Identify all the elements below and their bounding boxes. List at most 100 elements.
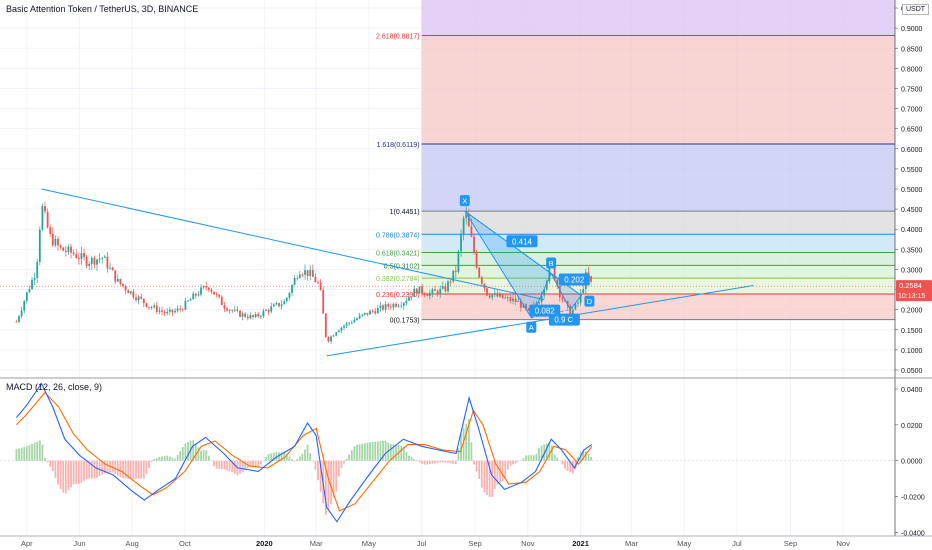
trendline[interactable] <box>326 285 754 357</box>
candle-body <box>106 256 109 269</box>
signal-line <box>16 391 593 512</box>
pattern-point-label: D <box>587 297 593 306</box>
candle-body <box>517 300 520 302</box>
candle-body <box>319 282 322 290</box>
candle-body <box>272 304 275 307</box>
candle-body <box>176 308 179 311</box>
candle-body <box>122 283 124 287</box>
candle-body <box>179 308 182 310</box>
macd-histogram-bar <box>38 440 41 461</box>
candle-body <box>145 303 148 307</box>
pattern-point-box <box>546 257 557 269</box>
macd-histogram-bar <box>525 455 527 461</box>
candle-body <box>41 206 44 230</box>
candle-body <box>197 294 200 296</box>
macd-histogram-bar <box>176 455 179 461</box>
macd-histogram-bar <box>77 460 80 484</box>
candle-body <box>423 293 426 296</box>
y-tick-label: 0.5500 <box>901 167 923 174</box>
macd-histogram-bar <box>480 460 483 488</box>
candle-body <box>574 303 577 310</box>
macd-histogram-bar <box>441 460 444 463</box>
candle-body <box>158 310 161 312</box>
macd-histogram-bar <box>340 460 343 469</box>
candle-body <box>210 289 213 292</box>
candle-body <box>283 301 286 305</box>
macd-histogram-bar <box>475 460 478 472</box>
candle-body <box>514 298 517 302</box>
macd-histogram-bar <box>483 460 486 493</box>
pattern-point-label: X <box>462 197 467 206</box>
macd-histogram-bar <box>98 460 101 477</box>
fib-level-label: 2.618(0.8817) <box>376 34 420 41</box>
candle-body <box>493 293 496 295</box>
candle-body <box>444 286 447 292</box>
macd-histogram-bar <box>226 460 228 471</box>
currency-badge[interactable]: USDT <box>902 4 930 15</box>
macd-histogram-bar <box>428 460 431 465</box>
pattern-ratio-box <box>506 235 538 248</box>
macd-histogram-bar <box>330 460 332 504</box>
candle-body <box>181 309 184 311</box>
candle-body <box>301 274 304 276</box>
macd-histogram-bar <box>101 460 104 475</box>
fib-level-label: 0.236(0.2390) <box>376 292 420 299</box>
macd-histogram-bar <box>111 460 114 473</box>
macd-histogram-bar <box>530 455 533 461</box>
candle-body <box>475 252 478 268</box>
macd-histogram-bar <box>358 444 361 461</box>
candle-body <box>280 304 283 307</box>
macd-histogram-bar <box>449 460 452 464</box>
candle-body <box>215 294 218 296</box>
candle-body <box>519 300 522 308</box>
macd-histogram-bar <box>257 460 260 468</box>
candle-body <box>25 292 28 302</box>
candle-body <box>452 270 455 282</box>
fib-band <box>421 265 895 279</box>
macd-histogram-bar <box>306 444 309 461</box>
candle-body <box>236 309 239 311</box>
candle-body <box>545 281 548 290</box>
candle-body <box>239 310 241 317</box>
trendline[interactable] <box>41 188 545 301</box>
countdown-label: 10:13:15 <box>898 293 925 300</box>
macd-histogram-bar <box>556 457 559 461</box>
macd-histogram-bar <box>538 448 540 461</box>
candle-body <box>124 286 127 291</box>
candle-body <box>80 253 83 259</box>
candle-body <box>15 321 18 323</box>
macd-histogram-bar <box>85 460 88 480</box>
candle-body <box>330 336 332 342</box>
macd-histogram-bar <box>465 423 468 461</box>
candle-body <box>31 279 33 290</box>
macd-histogram-bar <box>103 460 106 474</box>
y-tick-label: 0.8500 <box>901 46 923 53</box>
candle-body <box>590 276 592 282</box>
macd-histogram-bar <box>140 460 143 479</box>
candle-body <box>142 298 145 304</box>
candle-body <box>44 206 46 212</box>
candle-body <box>395 303 397 307</box>
candle-body <box>140 296 143 299</box>
macd-histogram-bar <box>96 460 98 478</box>
candle-body <box>413 288 416 297</box>
macd-histogram-bar <box>343 460 345 464</box>
candle-body <box>561 297 564 300</box>
candle-body <box>571 309 574 317</box>
candle-body <box>361 314 364 316</box>
candle-body <box>473 236 475 253</box>
candle-body <box>418 286 421 294</box>
candle-body <box>150 307 153 308</box>
macd-histogram-bar <box>207 455 210 461</box>
macd-histogram-bar <box>72 460 75 485</box>
macd-histogram-bar <box>114 460 117 474</box>
macd-histogram-bar <box>452 460 455 464</box>
macd-histogram-bar <box>283 452 286 461</box>
candle-body <box>488 295 491 298</box>
macd-histogram-bar <box>291 459 293 461</box>
candle-body <box>322 289 325 314</box>
candle-body <box>504 297 507 299</box>
pattern-ratio-label: 0.202 <box>564 276 585 285</box>
macd-histogram-bar <box>129 460 132 480</box>
